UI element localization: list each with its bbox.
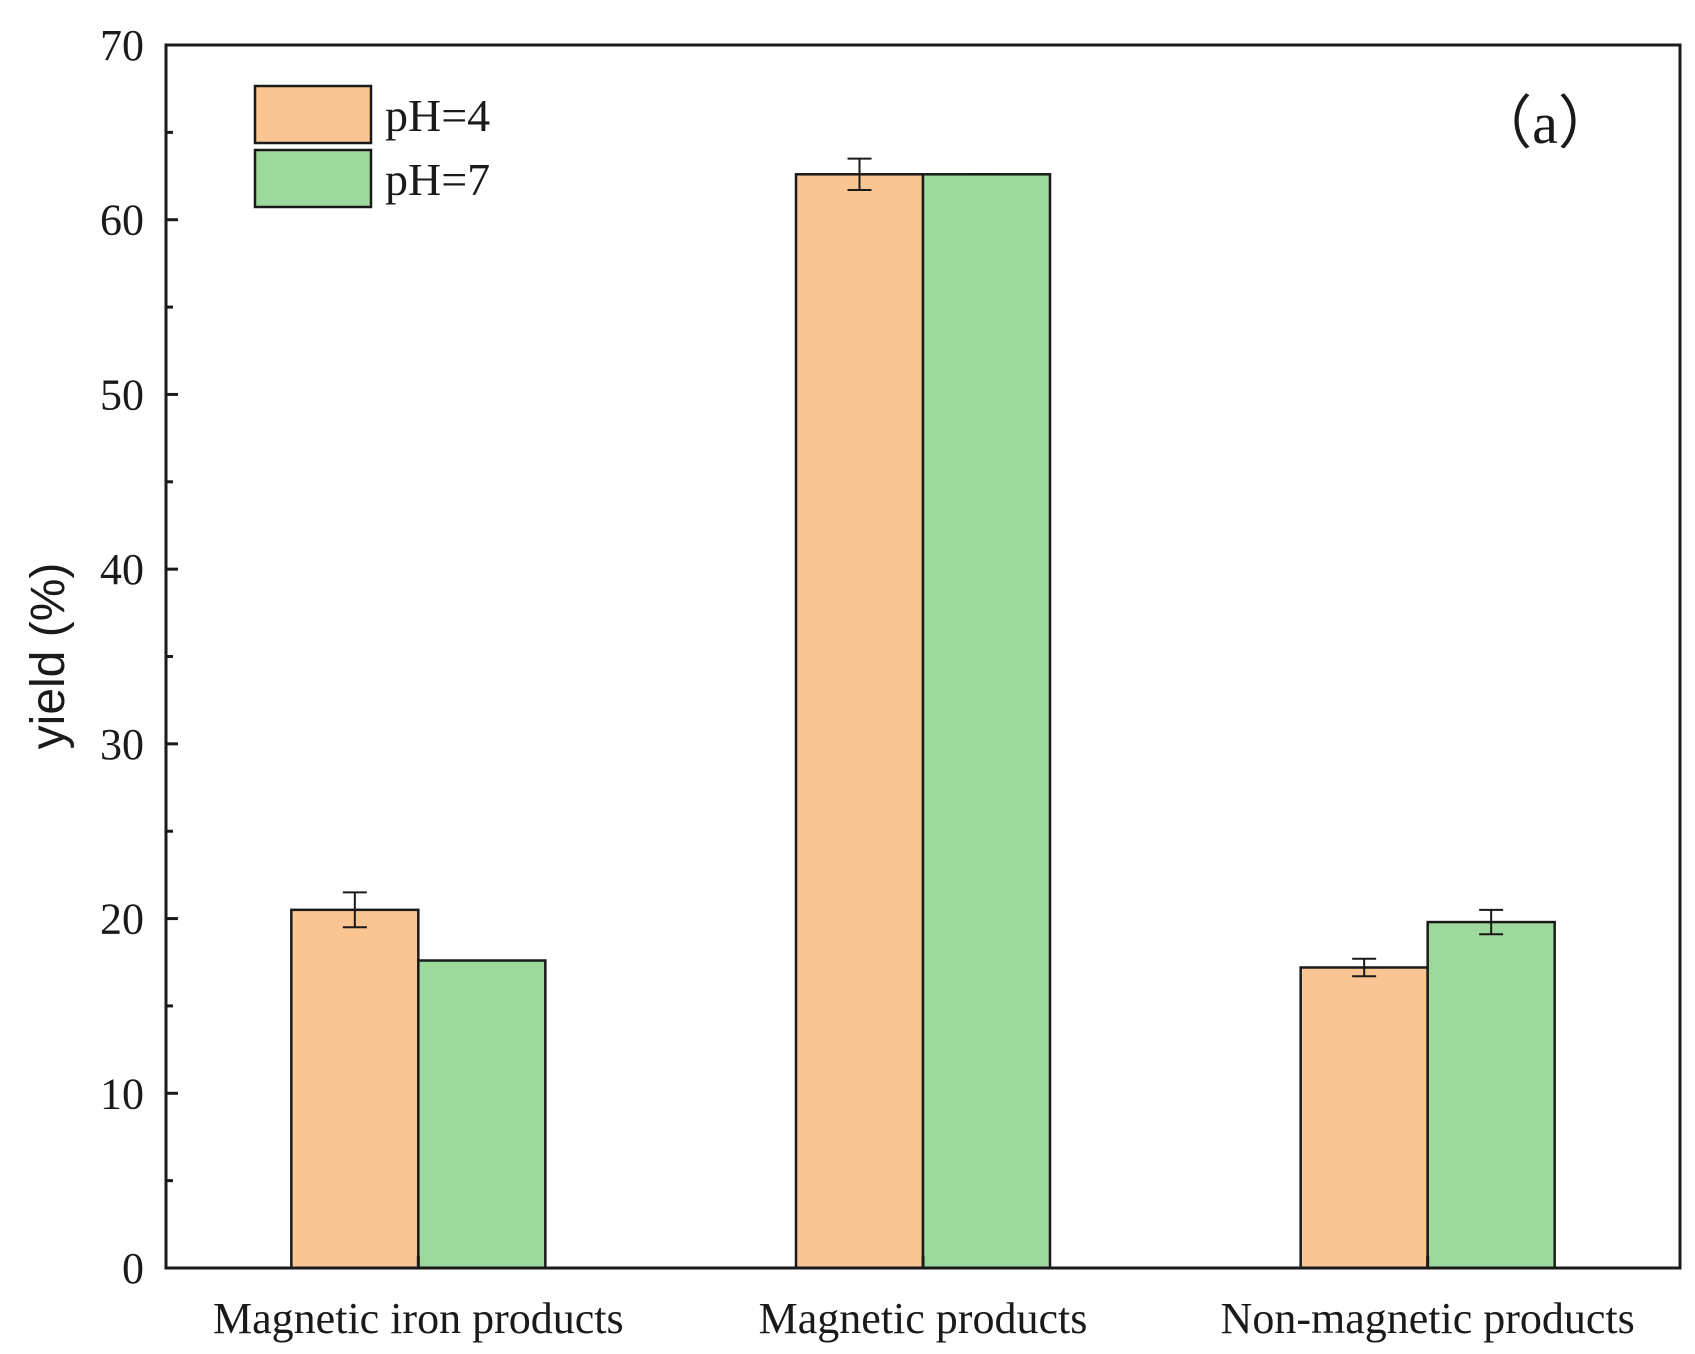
- legend-swatch: [253, 148, 373, 209]
- bar: [290, 908, 420, 1270]
- y-tick-label: 40: [100, 545, 144, 594]
- plot-frame: [164, 43, 1682, 1270]
- bar: [1426, 920, 1556, 1270]
- y-tick-label: 0: [122, 1244, 144, 1293]
- legend: pH=4 pH=7: [253, 84, 490, 209]
- y-tick-label: 20: [100, 895, 144, 944]
- x-category-label: Magnetic iron products: [213, 1294, 624, 1343]
- bars-group: [290, 173, 1556, 1270]
- bar: [921, 173, 1052, 1270]
- y-tick-label: 70: [100, 21, 144, 70]
- y-tick-label: 60: [100, 196, 144, 245]
- y-axis-label: yield (%): [22, 563, 75, 750]
- y-tick-label: 30: [100, 720, 144, 769]
- x-category-label: Magnetic products: [759, 1294, 1088, 1343]
- y-tick-label: 50: [100, 370, 144, 419]
- legend-label: pH=7: [385, 154, 490, 205]
- bar: [1299, 966, 1429, 1270]
- bar: [417, 959, 547, 1270]
- bar: [794, 173, 925, 1270]
- x-category-label: Non-magnetic products: [1221, 1294, 1635, 1343]
- panel-label: （a）: [1474, 91, 1616, 156]
- legend-swatch: [253, 84, 373, 145]
- legend-label: pH=4: [385, 90, 490, 141]
- error-bars-group: [342, 157, 1504, 978]
- y-tick-label: 10: [100, 1069, 144, 1118]
- x-axis-category-labels: Magnetic iron products Magnetic products N…: [213, 1294, 1635, 1343]
